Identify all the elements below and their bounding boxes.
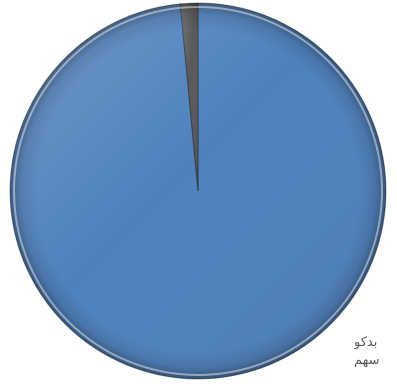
chart-legend: بدكو سهم xyxy=(354,334,397,370)
legend-entry-sahm: سهم xyxy=(354,353,380,368)
pie-edge-shade xyxy=(10,3,386,379)
pie-bevel-overlay xyxy=(10,3,386,379)
legend-entry-badco: بدكو xyxy=(354,335,378,350)
pie-inner-rim xyxy=(13,6,383,376)
